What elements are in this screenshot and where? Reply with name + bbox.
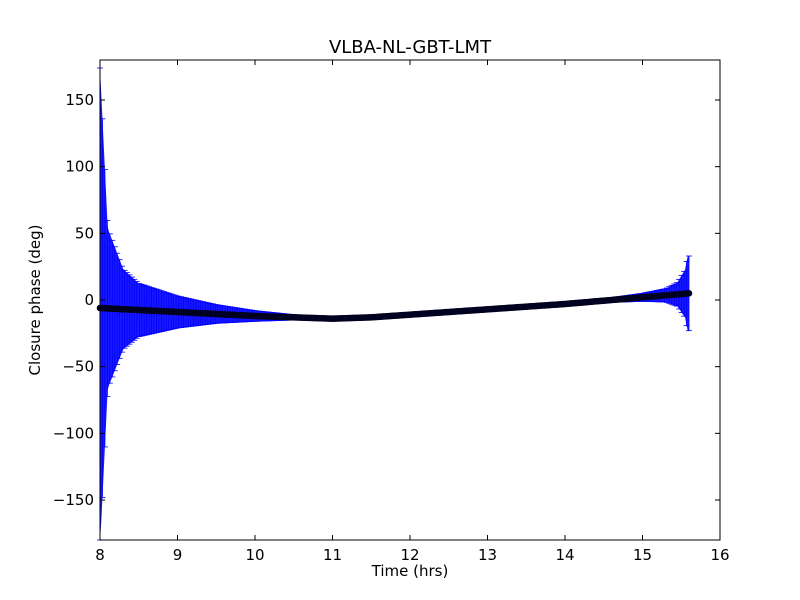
x-tick-label: 11: [323, 546, 342, 564]
chart-title: VLBA-NL-GBT-LMT: [329, 37, 492, 58]
y-tick-label: 100: [65, 158, 94, 176]
y-tick-label: 150: [65, 91, 94, 109]
x-ticks: 8 9 10 11 12 13 14 15 16: [95, 60, 730, 564]
x-tick-label: 9: [173, 546, 183, 564]
y-tick-label: −100: [53, 424, 94, 442]
x-tick-label: 8: [95, 546, 105, 564]
x-tick-label: 10: [245, 546, 264, 564]
x-tick-label: 12: [400, 546, 419, 564]
x-tick-label: 14: [555, 546, 574, 564]
x-tick-label: 16: [710, 546, 729, 564]
y-tick-label: −50: [62, 358, 94, 376]
y-tick-label: 50: [75, 224, 94, 242]
data-point: [685, 290, 693, 297]
y-ticks: −150 −100 −50 0 50 100 150: [53, 91, 720, 509]
y-axis-label: Closure phase (deg): [26, 225, 44, 376]
y-tick-label: −150: [53, 491, 94, 509]
y-tick-label: 0: [84, 291, 94, 309]
x-axis-label: Time (hrs): [371, 562, 449, 580]
x-tick-label: 15: [633, 546, 652, 564]
marker-group: [96, 290, 693, 322]
x-tick-label: 13: [478, 546, 497, 564]
